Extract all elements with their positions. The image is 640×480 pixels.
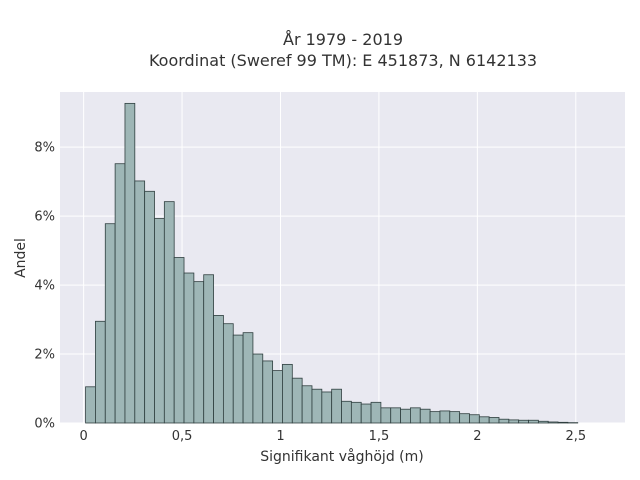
- y-axis-ticks: 0% 2% 4% 6% 8%: [34, 141, 55, 432]
- histogram-bar: [419, 408, 431, 424]
- histogram-bar: [144, 190, 155, 424]
- histogram-bar: [173, 257, 185, 424]
- histogram-bar: [390, 407, 401, 424]
- histogram-bar: [104, 223, 116, 424]
- y-tick-label: 0%: [34, 417, 55, 432]
- y-tick-label: 4%: [34, 279, 55, 294]
- histogram-bar: [537, 420, 549, 424]
- histogram-bar: [291, 377, 303, 424]
- histogram-bar: [272, 370, 283, 424]
- x-tick-label: 0,5: [172, 429, 193, 444]
- x-axis-label: Signifikant våghöjd (m): [260, 448, 423, 465]
- histogram-bar: [508, 419, 520, 424]
- x-tick-label: 2,5: [565, 429, 586, 444]
- histogram-bar: [410, 407, 421, 424]
- histogram-bar: [350, 401, 362, 424]
- histogram-bar: [380, 407, 392, 424]
- histogram-bar: [252, 353, 264, 424]
- histogram-bar: [183, 272, 195, 424]
- x-axis-ticks: 0 0,5 1 1,5 2 2,5: [79, 429, 586, 444]
- histogram-bar: [193, 281, 205, 424]
- histogram-bar: [163, 201, 175, 424]
- chart-subtitle: Koordinat (Sweref 99 TM): E 451873, N 61…: [149, 51, 537, 70]
- histogram-bar: [95, 320, 106, 424]
- histogram-bar: [469, 414, 480, 424]
- histogram-bar: [85, 386, 96, 424]
- y-axis-label: Andel: [13, 238, 29, 278]
- x-tick-label: 0: [79, 429, 87, 444]
- x-tick-label: 2: [473, 429, 481, 444]
- histogram-bar: [282, 363, 293, 424]
- histogram-bar: [547, 421, 559, 424]
- histogram-bars: [85, 102, 579, 424]
- histogram-bar: [134, 180, 146, 424]
- histogram-bar: [213, 315, 224, 424]
- histogram-bar: [429, 411, 441, 424]
- histogram-bar: [242, 332, 254, 424]
- histogram-bar: [331, 388, 342, 424]
- histogram-bar: [222, 323, 234, 424]
- histogram-bar: [341, 400, 352, 424]
- histogram-bar: [478, 416, 490, 424]
- histogram-bar: [518, 419, 529, 424]
- histogram-bar: [488, 417, 500, 424]
- histogram-bar: [498, 418, 510, 424]
- histogram-bar: [439, 410, 451, 424]
- histogram-bar: [321, 391, 333, 424]
- histogram-bar: [557, 421, 569, 424]
- x-tick-label: 1,5: [369, 429, 390, 444]
- histogram-bar: [370, 401, 382, 424]
- y-tick-label: 6%: [34, 210, 55, 225]
- y-tick-label: 2%: [34, 348, 55, 363]
- histogram-bar: [262, 360, 274, 424]
- histogram-bar: [528, 419, 539, 424]
- histogram-bar: [232, 334, 244, 424]
- histogram-bar: [114, 163, 126, 424]
- histogram-bar: [400, 408, 411, 424]
- x-tick-label: 1: [276, 429, 284, 444]
- histogram-bar: [301, 385, 313, 424]
- y-tick-label: 8%: [34, 141, 55, 156]
- histogram-bar: [449, 411, 461, 424]
- histogram-bar: [203, 274, 214, 424]
- histogram-bar: [360, 403, 372, 424]
- chart-title: År 1979 - 2019: [283, 30, 403, 49]
- histogram-bar: [154, 218, 165, 424]
- histogram-bar: [124, 102, 136, 424]
- histogram-bar: [311, 388, 323, 424]
- histogram-bar: [459, 413, 470, 424]
